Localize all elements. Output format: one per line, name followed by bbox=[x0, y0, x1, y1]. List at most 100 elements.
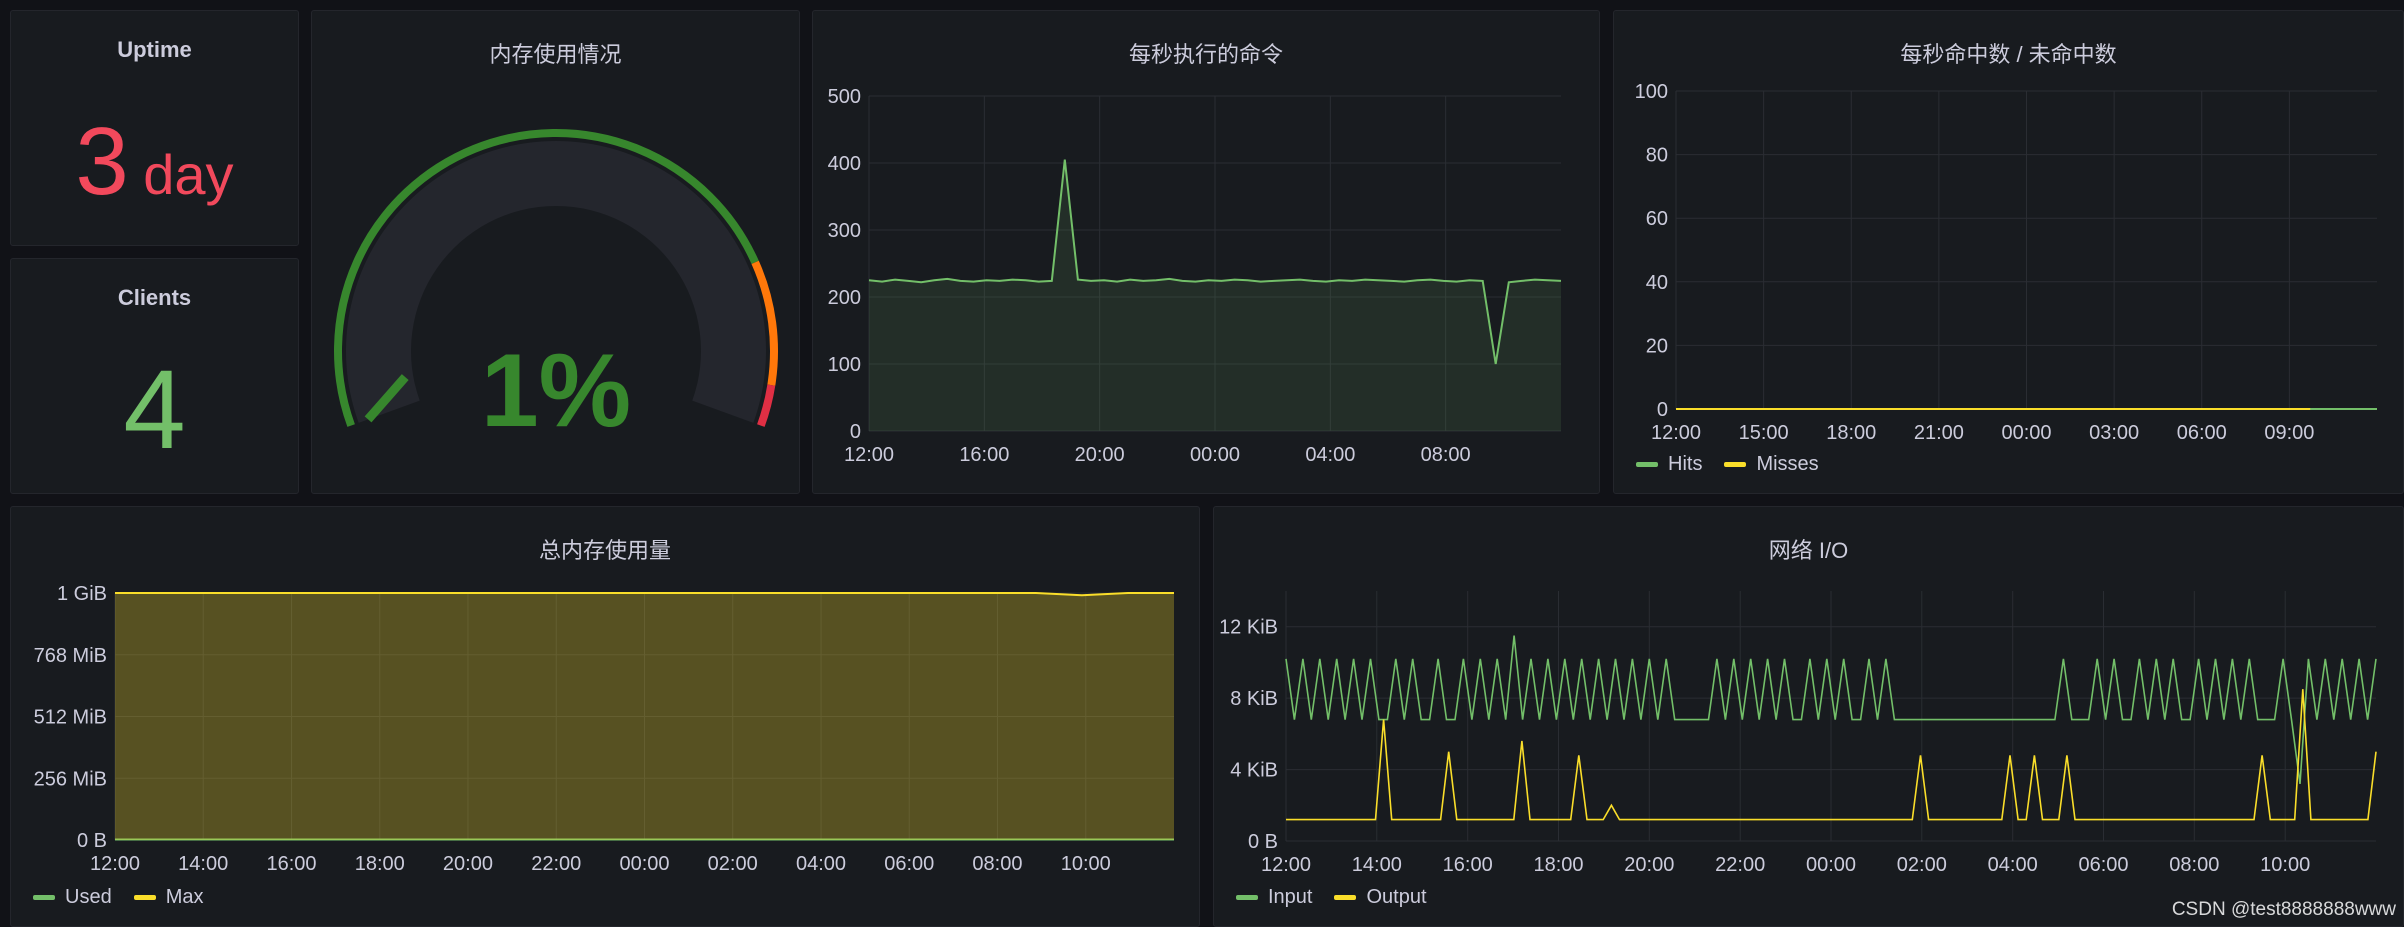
x-tick-label: 02:00 bbox=[1897, 854, 1947, 876]
legend-label: Output bbox=[1366, 886, 1427, 908]
y-tick-label: 256 MiB bbox=[34, 768, 107, 790]
legend-swatch bbox=[133, 895, 156, 900]
x-tick-label: 12:00 bbox=[90, 853, 140, 875]
legend-swatch bbox=[1334, 895, 1357, 900]
network-io-chart: 0 B 4 KiB 8 KiB 12 KiB 12:00 14:00 16:00 18:00 2… bbox=[1219, 591, 2377, 876]
panel-title: 网络 I/O bbox=[1768, 538, 1849, 563]
uptime-unit: day bbox=[143, 143, 234, 206]
x-tick-label: 18:00 bbox=[1826, 422, 1876, 444]
watermark: CSDN @test8888888www bbox=[2171, 899, 2396, 920]
x-tick-label: 15:00 bbox=[1739, 422, 1789, 444]
series-line-input bbox=[1285, 635, 2377, 785]
x-tick-label: 04:00 bbox=[796, 853, 846, 875]
legend: Input Output bbox=[1236, 886, 1427, 909]
hits-misses-panel: 每秒命中数 / 未命中数 0 20 40 60 80 100 12:00 15:00 18:00… bbox=[1613, 10, 2404, 494]
x-tick-label: 00:00 bbox=[1806, 854, 1856, 876]
legend-item-misses[interactable]: Misses bbox=[1724, 453, 1819, 476]
legend-swatch bbox=[1636, 462, 1658, 467]
series-area bbox=[869, 159, 1561, 431]
y-tick-label: 12 KiB bbox=[1219, 617, 1278, 639]
uptime-value: 3 day bbox=[11, 107, 298, 217]
gauge-value-arc bbox=[364, 374, 409, 423]
series-line-output bbox=[1286, 689, 2377, 821]
gauge-threshold-green bbox=[334, 129, 759, 427]
x-tick-label: 12:00 bbox=[1261, 854, 1311, 876]
x-tick-label: 04:00 bbox=[1988, 854, 2038, 876]
y-tick-label: 0 B bbox=[77, 830, 107, 852]
total-memory-chart: 0 B 256 MiB 512 MiB 768 MiB 1 GiB 12:00 14:00 1… bbox=[34, 583, 1174, 875]
x-tick-label: 08:00 bbox=[972, 853, 1022, 875]
legend-label: Hits bbox=[1668, 453, 1703, 475]
x-tick-label: 22:00 bbox=[531, 853, 581, 875]
x-tick-label: 16:00 bbox=[959, 444, 1009, 466]
x-tick-label: 20:00 bbox=[1624, 854, 1674, 876]
gauge-threshold-orange bbox=[751, 260, 778, 386]
gauge-background bbox=[346, 141, 766, 423]
x-tick-label: 09:00 bbox=[2264, 422, 2314, 444]
x-tick-label: 03:00 bbox=[2089, 422, 2139, 444]
panel-title: 总内存使用量 bbox=[538, 538, 671, 563]
x-tick-label: 22:00 bbox=[1715, 854, 1765, 876]
gauge-value: 1% bbox=[481, 333, 631, 449]
series-line-commands bbox=[868, 159, 1562, 365]
y-tick-label: 1 GiB bbox=[57, 583, 107, 605]
legend-item-input[interactable]: Input bbox=[1236, 886, 1312, 909]
legend-label: Max bbox=[165, 886, 204, 908]
x-tick-label: 18:00 bbox=[1533, 854, 1583, 876]
legend-item-max[interactable]: Max bbox=[133, 886, 204, 909]
clients-panel: Clients 4 bbox=[10, 258, 299, 494]
total-memory-panel: 总内存使用量 0 B 256 MiB 512 MiB 768 MiB 1 GiB 12:0… bbox=[10, 506, 1200, 927]
y-tick-label: 4 KiB bbox=[1230, 760, 1278, 782]
y-tick-label: 500 bbox=[828, 86, 861, 108]
x-tick-label: 02:00 bbox=[708, 853, 758, 875]
legend-swatch bbox=[33, 895, 55, 900]
series-line-max bbox=[115, 592, 1174, 597]
y-tick-label: 100 bbox=[828, 354, 861, 376]
x-tick-label: 10:00 bbox=[2260, 854, 2310, 876]
y-tick-label: 8 KiB bbox=[1230, 688, 1278, 710]
memory-gauge-panel: 内存使用情况 1% bbox=[311, 10, 800, 494]
legend: Used Max bbox=[33, 886, 204, 909]
x-tick-label: 20:00 bbox=[1075, 444, 1125, 466]
y-tick-label: 40 bbox=[1646, 272, 1668, 294]
panel-title: 每秒执行的命令 bbox=[1128, 42, 1283, 67]
commands-chart: 0 100 200 300 400 500 12:00 16:00 20:00 00:00 04:0… bbox=[828, 86, 1562, 466]
legend-label: Used bbox=[65, 886, 112, 908]
x-tick-label: 14:00 bbox=[178, 853, 228, 875]
legend: Hits Misses bbox=[1636, 453, 1819, 476]
y-tick-label: 20 bbox=[1646, 335, 1668, 357]
x-tick-label: 12:00 bbox=[1651, 422, 1701, 444]
panel-title: Clients bbox=[117, 285, 192, 310]
x-tick-label: 06:00 bbox=[2078, 854, 2128, 876]
uptime-panel: Uptime 3 day bbox=[10, 10, 299, 246]
legend-item-used[interactable]: Used bbox=[33, 886, 112, 909]
y-tick-label: 80 bbox=[1646, 145, 1668, 167]
y-tick-label: 300 bbox=[828, 220, 861, 242]
x-tick-label: 04:00 bbox=[1305, 444, 1355, 466]
x-tick-label: 18:00 bbox=[355, 853, 405, 875]
panel-title: Uptime bbox=[117, 37, 192, 62]
x-tick-label: 08:00 bbox=[1421, 444, 1471, 466]
y-tick-label: 768 MiB bbox=[34, 645, 107, 667]
x-tick-label: 08:00 bbox=[2169, 854, 2219, 876]
legend-item-hits[interactable]: Hits bbox=[1636, 453, 1702, 476]
y-tick-label: 400 bbox=[828, 153, 861, 175]
legend-label: Input bbox=[1268, 886, 1313, 908]
memory-gauge: 1% bbox=[334, 129, 778, 449]
y-tick-label: 0 bbox=[850, 421, 861, 443]
x-tick-label: 14:00 bbox=[1352, 854, 1402, 876]
series-area bbox=[115, 593, 1174, 840]
legend-item-output[interactable]: Output bbox=[1334, 886, 1427, 909]
x-tick-label: 00:00 bbox=[2001, 422, 2051, 444]
commands-panel: 每秒执行的命令 0 100 200 300 400 500 12:00 16:00 20:00 0… bbox=[812, 10, 1600, 494]
hits-misses-chart: 0 20 40 60 80 100 12:00 15:00 18:00 21:00 00:00 03:… bbox=[1635, 81, 2377, 444]
legend-label: Misses bbox=[1756, 453, 1819, 475]
uptime-number: 3 bbox=[75, 108, 129, 215]
y-tick-label: 0 B bbox=[1248, 831, 1278, 853]
y-tick-label: 0 bbox=[1657, 399, 1668, 421]
x-tick-label: 00:00 bbox=[1190, 444, 1240, 466]
legend-swatch bbox=[1724, 462, 1747, 467]
gauge-threshold-red bbox=[757, 384, 776, 427]
x-tick-label: 21:00 bbox=[1914, 422, 1964, 444]
y-tick-label: 512 MiB bbox=[34, 707, 107, 729]
